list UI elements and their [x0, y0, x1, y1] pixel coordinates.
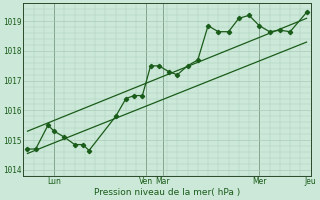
X-axis label: Pression niveau de la mer( hPa ): Pression niveau de la mer( hPa )	[94, 188, 240, 197]
